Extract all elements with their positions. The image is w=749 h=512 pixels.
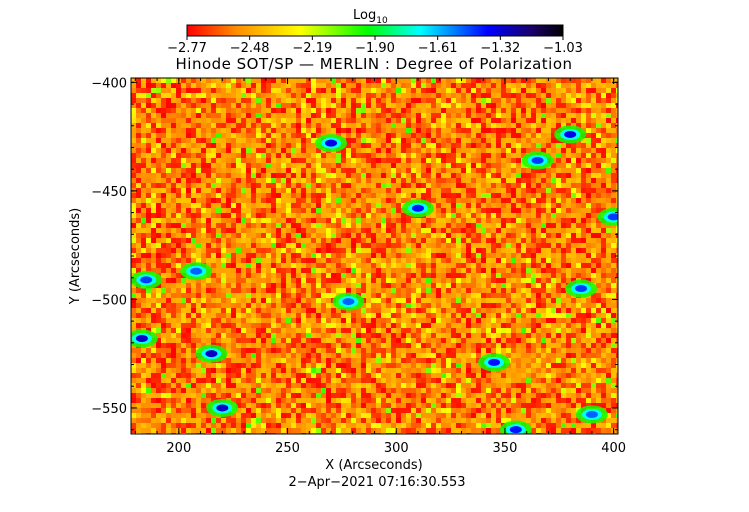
colorbar-tick-label: −1.03 bbox=[543, 41, 583, 56]
x-tick-label: 350 bbox=[493, 441, 518, 456]
feature-core bbox=[205, 350, 218, 358]
x-tick-label: 250 bbox=[275, 441, 300, 456]
x-axis: 200 250 300 350 400 bbox=[134, 78, 626, 456]
heatmap-cells bbox=[131, 78, 618, 434]
colorbar-tick-label: −1.61 bbox=[418, 41, 458, 56]
feature-core bbox=[531, 156, 544, 164]
feature-core bbox=[509, 426, 522, 434]
y-tick-label: −500 bbox=[91, 293, 127, 308]
colorbar-label: Log10 bbox=[353, 8, 388, 26]
colorbar-tick-label: −2.77 bbox=[167, 41, 207, 56]
feature-core bbox=[342, 298, 355, 306]
feature-core bbox=[216, 404, 229, 412]
feature-core bbox=[325, 139, 338, 147]
feature-core bbox=[607, 213, 618, 221]
y-axis: −400 −450 −500 −550 bbox=[91, 76, 618, 431]
chart-title: Hinode SOT/SP — MERLIN : Degree of Polar… bbox=[176, 55, 573, 73]
x-axis-label: X (Arcseconds) bbox=[325, 458, 422, 473]
colorbar bbox=[186, 24, 564, 37]
colorbar-tick-label: −2.19 bbox=[292, 41, 332, 56]
polarization-features bbox=[131, 125, 618, 434]
feature-core bbox=[575, 285, 588, 293]
colorbar-tick-label: −1.32 bbox=[480, 41, 520, 56]
colorbar-tick-label: −1.90 bbox=[355, 41, 395, 56]
colorbar-label-base: Log bbox=[353, 8, 376, 23]
x-tick-label: 200 bbox=[166, 441, 191, 456]
y-tick-label: −400 bbox=[91, 76, 127, 91]
feature-core bbox=[564, 130, 577, 138]
heatmap-image bbox=[131, 78, 618, 434]
footer-timestamp: 2−Apr−2021 07:16:30.553 bbox=[288, 475, 465, 490]
colorbar-ticks: −2.77 −2.48 −2.19 −1.90 −1.61 −1.32 −1.03 bbox=[167, 36, 583, 56]
x-tick-label: 400 bbox=[601, 441, 626, 456]
colorbar-tick-label: −2.48 bbox=[230, 41, 270, 56]
y-tick-label: −450 bbox=[91, 185, 127, 200]
feature-core bbox=[190, 267, 203, 275]
feature-core bbox=[140, 276, 153, 284]
feature-core bbox=[488, 358, 501, 366]
y-axis-label: Y (Arcseconds) bbox=[68, 208, 83, 305]
y-tick-label: −550 bbox=[91, 402, 127, 417]
x-tick-label: 300 bbox=[384, 441, 409, 456]
feature-core bbox=[411, 204, 424, 212]
colorbar-label-sub: 10 bbox=[376, 16, 388, 26]
feature-core bbox=[135, 334, 148, 342]
feature-core bbox=[585, 410, 598, 418]
